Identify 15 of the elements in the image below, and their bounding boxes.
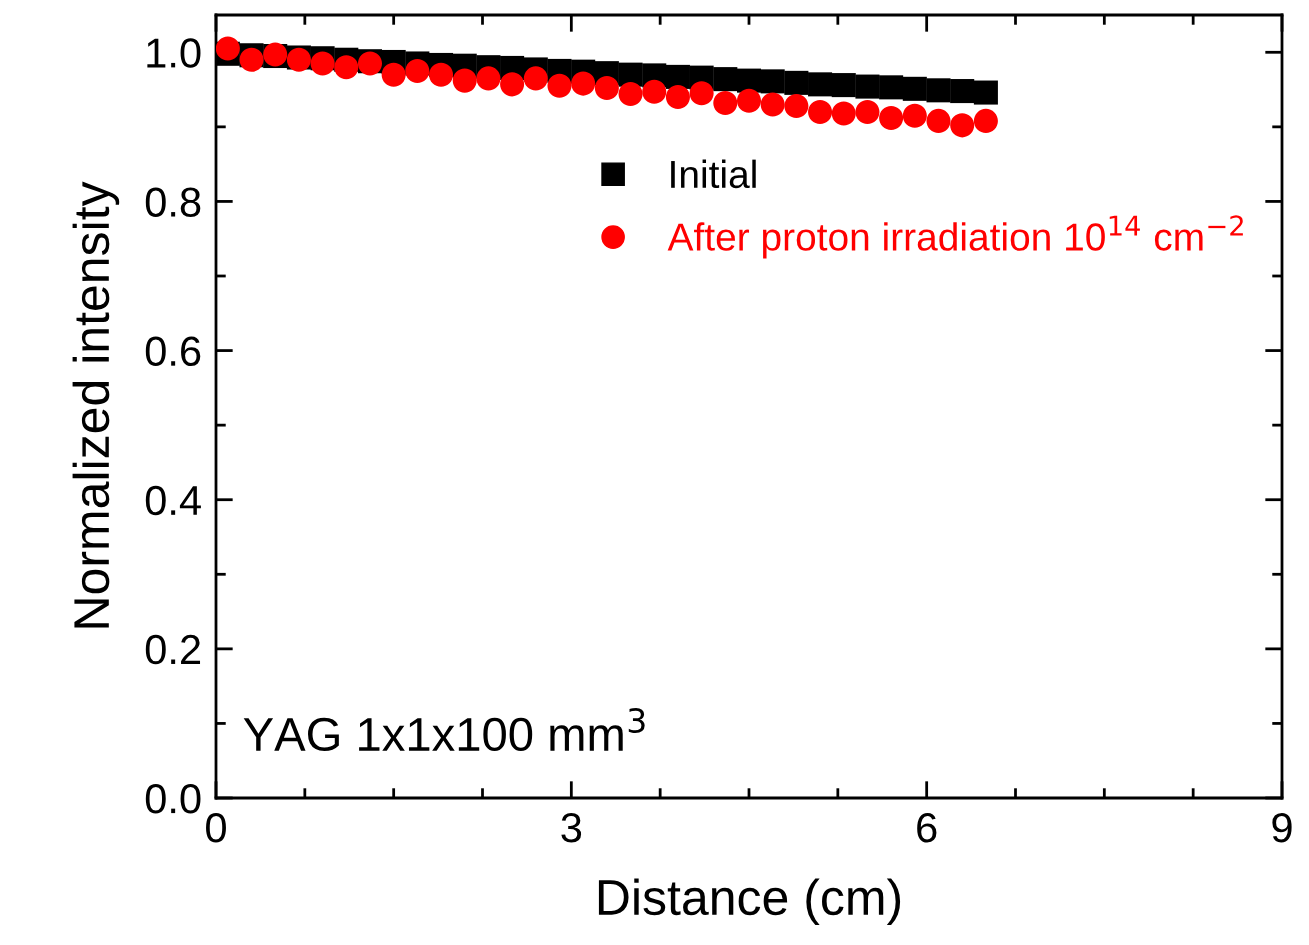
y-tick-label: 0.6: [145, 336, 201, 367]
y-tick-label: 0.8: [145, 187, 201, 217]
x-tick-label: 3: [561, 812, 582, 843]
y-tick-label: 0.0: [145, 784, 201, 814]
y-tick-label: 1.0: [147, 38, 201, 68]
x-tick-label: 0: [206, 812, 226, 843]
legend-label: Initial: [671, 159, 756, 189]
x-axis-title: Distance (cm): [598, 878, 901, 926]
y-tick-label: 0.2: [145, 634, 201, 665]
legend-label: After proton irradiation 10$^{14}$ cm$^{−2}$: [667, 215, 1243, 259]
y-tick-label: 0.4: [145, 485, 201, 516]
y-axis-title: Normalized intensity: [72, 181, 120, 628]
annotation: YAG 1x1x100 mm$^{3}$: [243, 708, 645, 752]
x-tick-label: 6: [917, 812, 937, 843]
x-tick-label: 9: [1272, 812, 1292, 843]
